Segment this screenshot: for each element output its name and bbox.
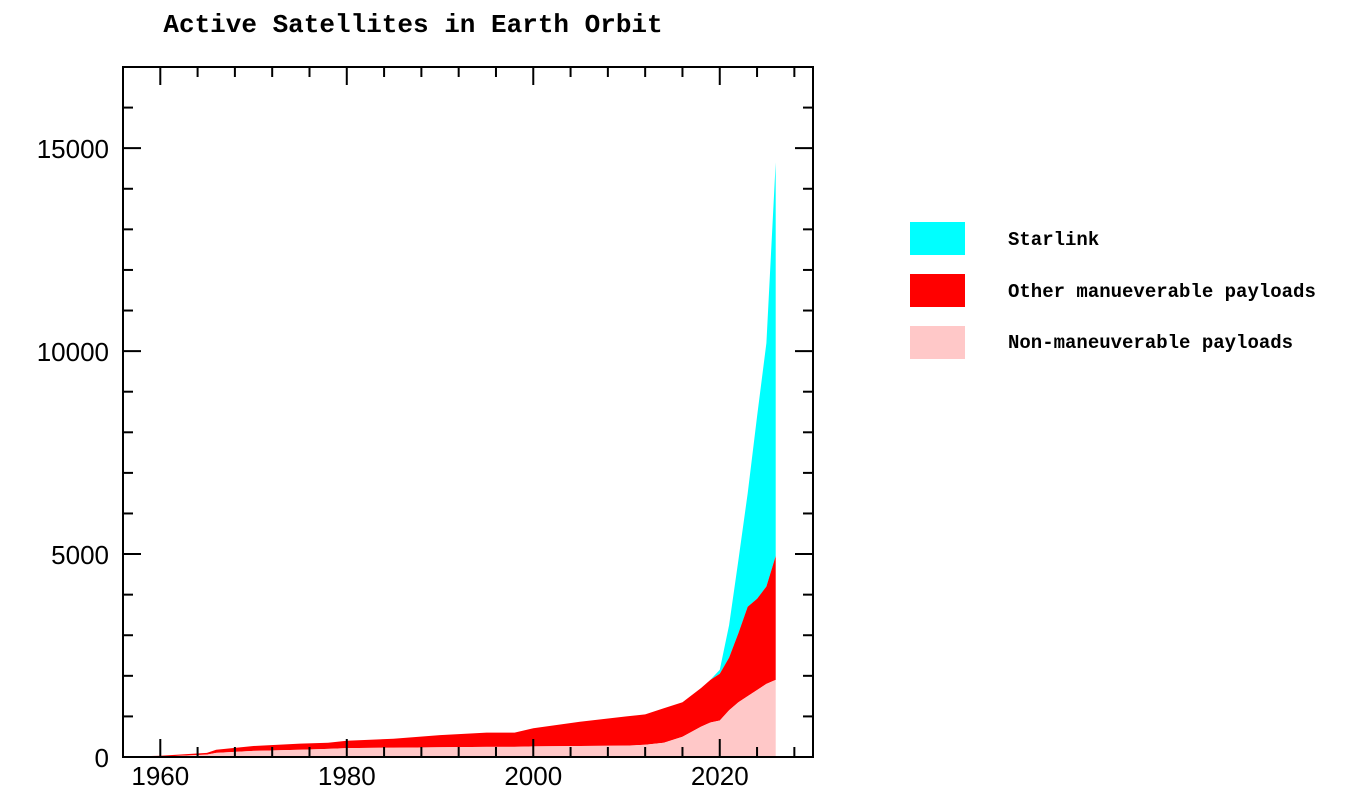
legend-item-non-maneuverable: Non-maneuverable payloads <box>910 326 1293 359</box>
legend-item-other-maneuverable: Other manueverable payloads <box>910 274 1316 307</box>
x-tick-label-1960: 1960 <box>131 761 189 791</box>
legend-item-starlink: Starlink <box>910 222 1099 255</box>
legend-label-other-maneuverable: Other manueverable payloads <box>1008 281 1316 303</box>
x-tick-label-2020: 2020 <box>691 761 749 791</box>
x-axis: 1960 1980 2000 2020 <box>131 67 796 791</box>
legend-label-non-maneuverable: Non-maneuverable payloads <box>1008 332 1293 354</box>
y-tick-label-0: 0 <box>95 743 109 773</box>
legend-swatch-non-maneuverable <box>910 326 965 359</box>
data-areas <box>141 162 776 757</box>
plot-frame <box>122 66 814 758</box>
y-axis: 0 5000 10000 15000 <box>37 66 813 773</box>
area-other-manueverable-payloads <box>141 556 776 757</box>
legend-swatch-starlink <box>910 222 965 255</box>
chart-title: Active Satellites in Earth Orbit <box>163 10 662 40</box>
x-tick-label-1980: 1980 <box>318 761 376 791</box>
area-non-maneuverable-payloads <box>141 679 776 757</box>
y-tick-label-5000: 5000 <box>51 540 109 570</box>
legend-label-starlink: Starlink <box>1008 229 1099 251</box>
y-tick-label-15000: 15000 <box>37 134 109 164</box>
legend-swatch-other-maneuverable <box>910 274 965 307</box>
x-tick-label-2000: 2000 <box>504 761 562 791</box>
y-tick-label-10000: 10000 <box>37 337 109 367</box>
legend: Starlink Other manueverable payloads Non… <box>910 222 1316 359</box>
area-starlink <box>141 162 776 757</box>
